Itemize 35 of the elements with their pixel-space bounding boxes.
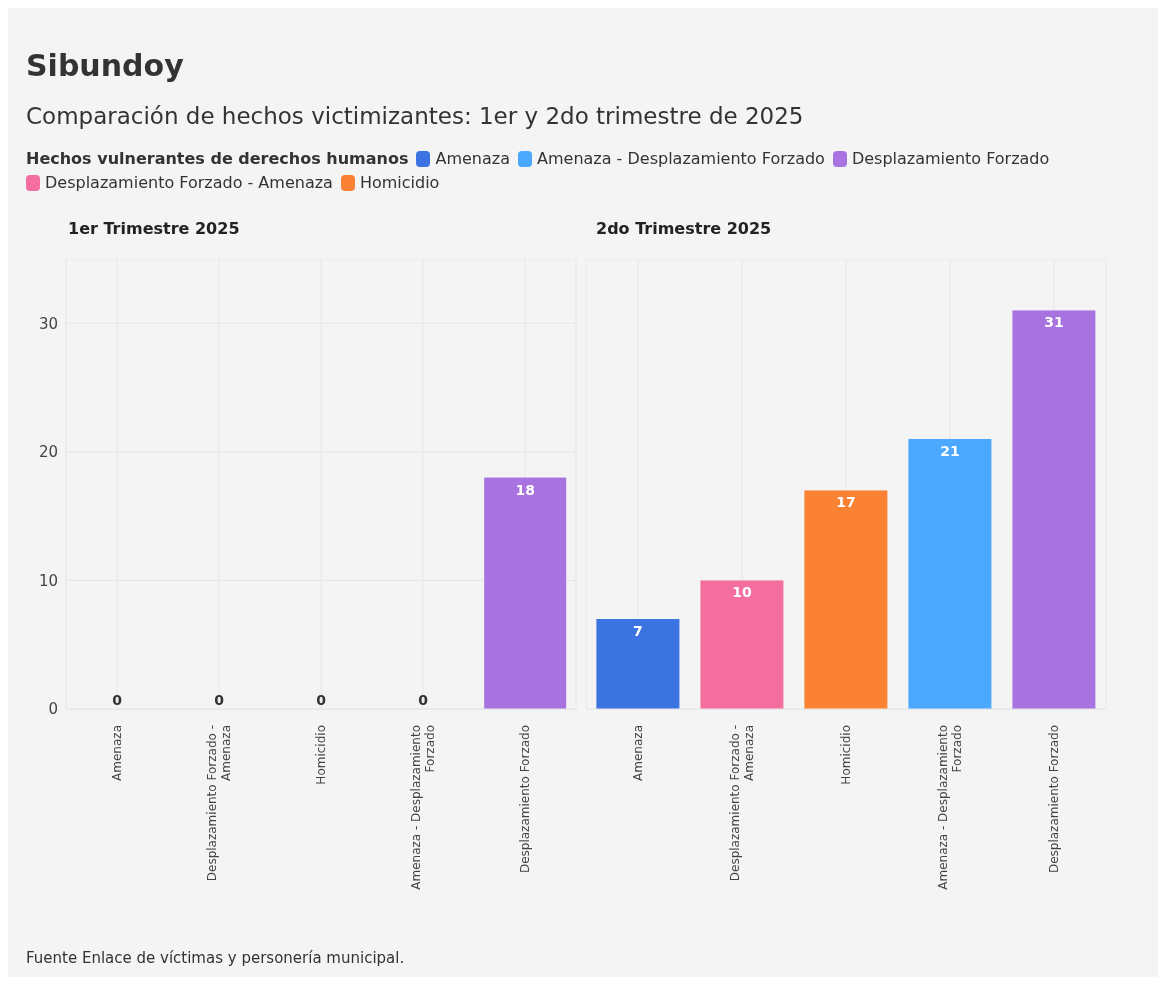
data-label: 31: [1044, 314, 1064, 331]
data-label: 7: [633, 623, 643, 639]
x-tick-label: Amenaza: [110, 725, 124, 781]
legend-label: Desplazamiento Forzado - Amenaza: [44, 172, 333, 194]
x-tick-label: Desplazamiento Forzado: [1047, 725, 1061, 874]
y-tick-label: 0: [48, 700, 58, 719]
legend-label: Amenaza - Desplazamiento Forzado: [536, 148, 825, 170]
data-label: 0: [418, 692, 429, 708]
data-label: 17: [836, 494, 856, 511]
source-note: Fuente Enlace de víctimas y personería municipal.: [26, 949, 406, 967]
y-tick-label: 10: [38, 571, 58, 590]
data-label: 0: [112, 692, 123, 708]
legend-title: Hechos vulnerantes de derechos humanos: [26, 148, 409, 170]
data-label: 18: [515, 481, 535, 498]
x-tick-label: Amenaza - Desplazamiento Forzado: [409, 725, 437, 890]
text: Comparación de hechos victimizantes: 1er y 2do trimestre de 2025: [26, 103, 805, 129]
x-tick-label: Homicidio: [839, 725, 853, 785]
data-label: 10: [732, 584, 752, 601]
legend-label: Amenaza: [434, 148, 510, 170]
x-tick-label: Homicidio: [314, 725, 328, 785]
legend-label: Desplazamiento Forzado: [850, 148, 1050, 170]
y-tick-label: 30: [38, 314, 58, 333]
legend-label: Homicidio: [358, 172, 440, 194]
chart-title: 2do Trimestre 2025: [596, 219, 773, 240]
chart-title: 1er Trimestre 2025: [68, 219, 241, 240]
data-label: 0: [214, 692, 225, 708]
y-tick-label: 20: [38, 443, 58, 462]
data-label: 0: [316, 692, 327, 708]
text: Sibundoy: [26, 48, 185, 83]
x-tick-label: Amenaza - Desplazamiento Forzado: [936, 725, 964, 890]
x-tick-label: Amenaza: [631, 725, 645, 781]
x-tick-label: Desplazamiento Forzado - Amenaza: [728, 725, 756, 882]
x-tick-label: Desplazamiento Forzado - Amenaza: [205, 725, 233, 882]
data-label: 21: [940, 443, 960, 459]
x-tick-label: Desplazamiento Forzado: [518, 725, 532, 874]
